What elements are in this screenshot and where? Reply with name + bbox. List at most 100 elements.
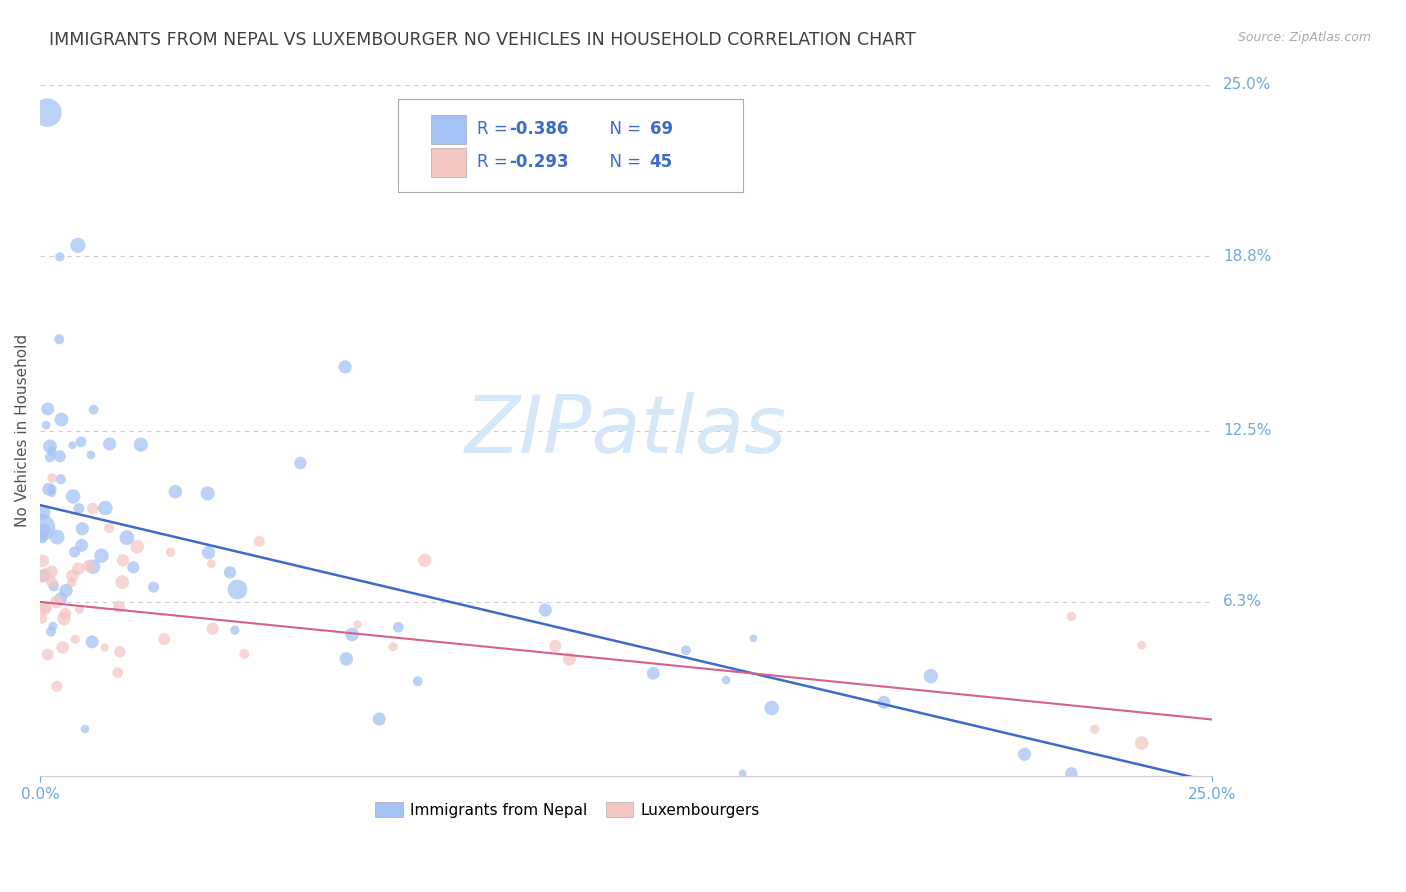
Point <box>368 712 391 726</box>
Point <box>873 695 896 709</box>
Text: 45: 45 <box>650 153 672 171</box>
Point <box>32 524 55 538</box>
Point <box>742 632 765 646</box>
Point <box>226 582 249 597</box>
Point <box>65 632 87 647</box>
Y-axis label: No Vehicles in Household: No Vehicles in Household <box>15 334 30 527</box>
Point <box>37 401 59 416</box>
Point <box>544 639 567 653</box>
Point <box>70 538 93 552</box>
Point <box>558 652 581 666</box>
Point <box>70 434 93 449</box>
Point <box>41 565 63 579</box>
Point <box>290 456 312 470</box>
Point <box>387 620 409 634</box>
Point <box>233 647 256 661</box>
Point <box>41 574 63 589</box>
Point <box>80 448 103 462</box>
Point <box>115 531 138 545</box>
Point <box>48 332 70 346</box>
Point <box>534 603 557 617</box>
Point <box>201 622 224 636</box>
Point <box>55 583 77 598</box>
Point <box>53 612 76 626</box>
Text: N =: N = <box>599 153 647 171</box>
Point <box>53 607 76 621</box>
Point <box>72 522 94 536</box>
Point <box>31 531 53 545</box>
Point <box>108 645 131 659</box>
Point <box>153 632 176 646</box>
Point <box>224 623 246 637</box>
Point <box>346 617 368 632</box>
Point <box>761 701 783 715</box>
Point <box>1060 766 1083 780</box>
Point <box>31 611 53 625</box>
Point <box>31 520 53 534</box>
Point <box>34 566 56 581</box>
Point <box>42 579 65 593</box>
Text: -0.386: -0.386 <box>509 120 568 138</box>
Point <box>122 560 145 574</box>
Point <box>142 580 165 594</box>
Point <box>41 486 63 500</box>
FancyBboxPatch shape <box>430 115 465 144</box>
Point <box>60 575 83 590</box>
Point <box>127 540 149 554</box>
Point <box>406 674 429 689</box>
Point <box>63 545 86 559</box>
Point <box>920 669 942 683</box>
Point <box>77 558 100 573</box>
Point <box>34 601 56 615</box>
Text: 69: 69 <box>650 120 672 138</box>
Point <box>98 437 121 451</box>
Point <box>67 562 90 576</box>
Point <box>42 619 65 633</box>
Point <box>381 640 404 654</box>
Point <box>82 559 104 574</box>
Point <box>46 679 69 693</box>
Point <box>413 553 436 567</box>
Point <box>34 600 56 615</box>
Point <box>49 472 72 486</box>
Point <box>49 449 72 463</box>
Point <box>335 652 357 666</box>
Point <box>1130 736 1153 750</box>
Point <box>94 640 117 655</box>
Point <box>46 530 69 544</box>
Point <box>111 553 134 567</box>
Point <box>200 557 222 571</box>
Point <box>35 418 58 433</box>
Point <box>73 722 96 736</box>
Point <box>49 591 72 606</box>
Point <box>714 673 737 687</box>
Point <box>98 521 121 535</box>
Point <box>69 602 91 616</box>
Point <box>31 572 53 586</box>
Legend: Immigrants from Nepal, Luxembourgers: Immigrants from Nepal, Luxembourgers <box>368 796 766 824</box>
Point <box>32 568 55 582</box>
Text: 12.5%: 12.5% <box>1223 423 1271 438</box>
Point <box>108 599 131 614</box>
Point <box>37 648 59 662</box>
Point <box>1130 638 1153 652</box>
Text: IMMIGRANTS FROM NEPAL VS LUXEMBOURGER NO VEHICLES IN HOUSEHOLD CORRELATION CHART: IMMIGRANTS FROM NEPAL VS LUXEMBOURGER NO… <box>49 31 915 49</box>
Point <box>197 486 219 500</box>
Point <box>41 444 63 458</box>
Point <box>41 483 63 497</box>
Text: -0.293: -0.293 <box>509 153 568 171</box>
Text: ZIPatlas: ZIPatlas <box>465 392 787 469</box>
Point <box>38 482 60 496</box>
FancyBboxPatch shape <box>398 99 744 192</box>
Point <box>32 506 55 520</box>
Point <box>340 627 363 641</box>
Point <box>1014 747 1036 762</box>
Point <box>31 554 53 568</box>
Text: Source: ZipAtlas.com: Source: ZipAtlas.com <box>1237 31 1371 45</box>
Point <box>41 471 63 485</box>
Point <box>1060 609 1083 624</box>
Point <box>49 250 72 264</box>
Point <box>219 566 242 580</box>
Point <box>60 438 83 452</box>
Point <box>333 359 356 374</box>
